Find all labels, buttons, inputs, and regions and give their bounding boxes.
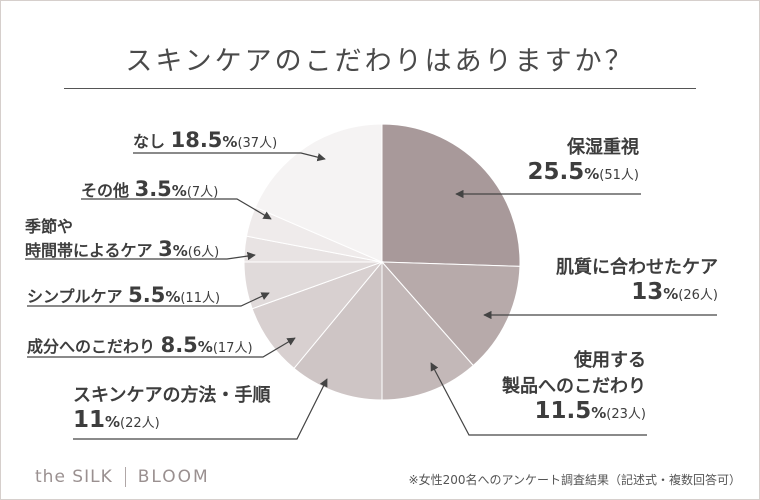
leader-line-8: [133, 152, 326, 162]
slice-label-5: シンプルケア 5.5%(11人): [27, 283, 221, 307]
slice-label-1: 肌質に合わせたケア 13%(26人): [556, 257, 718, 305]
pie-slice-1: [380, 261, 521, 367]
leader-line-2: [430, 362, 647, 436]
pie-slice-8: [254, 123, 383, 263]
pie-slice-3: [293, 260, 383, 401]
slice-label-2: 使用する 製品へのこだわり 11.5%(23人): [502, 350, 646, 424]
slice-label-8: なし 18.5%(37人): [133, 128, 278, 152]
chart-title: スキンケアのこだわりはありますか？: [125, 46, 635, 77]
slice-label-7: その他 3.5%(7人): [81, 177, 219, 201]
leader-line-3: [73, 378, 328, 440]
brand-logo: the SILK BLOOM: [35, 467, 210, 487]
leader-line-6: [25, 251, 256, 261]
leader-line-4: [27, 337, 296, 358]
slice-label-3: スキンケアの方法・手順 11%(22人): [73, 385, 271, 433]
leader-line-7: [81, 198, 272, 220]
slice-label-6: 季節や 時間帯によるケア 3%(6人): [25, 217, 220, 261]
leader-line-5: [27, 292, 270, 307]
footnote: ※女性200名へのアンケート調査結果（記述式・複数回答可）: [408, 473, 741, 487]
slice-label-4: 成分へのこだわり 8.5%(17人): [27, 333, 253, 357]
pie-slice-0: [381, 123, 521, 267]
title-divider: [64, 88, 696, 89]
pie-slice-2: [381, 260, 474, 401]
slice-label-0: 保湿重視 25.5%(51人): [527, 137, 639, 185]
